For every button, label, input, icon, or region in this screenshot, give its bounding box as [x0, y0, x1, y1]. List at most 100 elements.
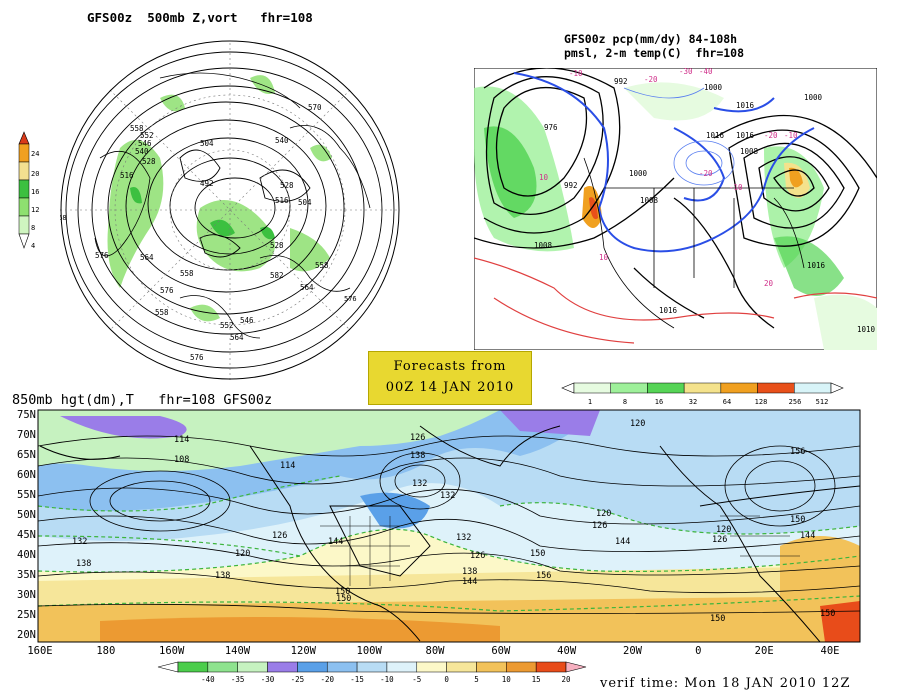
polar-label: 564 — [140, 253, 154, 262]
colorbar-cell — [446, 661, 477, 673]
forecast-origin-box: Forecasts from 00Z 14 JAN 2010 — [368, 351, 532, 405]
isobar-label: 1016 — [736, 131, 755, 140]
temp-scale-label: -20 — [320, 675, 334, 684]
colorbar-cell — [416, 661, 447, 673]
vort-scale-label: 12 — [31, 206, 39, 214]
temp-scale-label: -15 — [350, 675, 364, 684]
wide-contour-label: 120 — [596, 509, 611, 519]
polar-label: 516 — [275, 196, 289, 205]
polar-label: 528 — [142, 157, 156, 166]
polar-label: 582 — [270, 271, 284, 280]
polar-label: 576 — [160, 286, 174, 295]
wide-contour-label: 120 — [716, 525, 731, 535]
polar-label: 504 — [298, 198, 312, 207]
temp-scale-label: 0 — [444, 675, 449, 684]
temp-scale-label: 10 — [502, 675, 512, 684]
colorbar-cell — [18, 143, 30, 163]
na-boundaries — [583, 157, 805, 329]
latitude-label: 45N — [17, 529, 36, 541]
vorticity-colorbar: 24 20 16 12 8 4 — [18, 131, 39, 250]
colorbar-cell — [610, 382, 648, 394]
wide-contour-label: 132 — [456, 533, 471, 543]
longitude-label: 40E — [821, 645, 840, 656]
wide-coastlines — [39, 425, 860, 642]
isotherm-label: -20 — [764, 131, 778, 140]
colorbar-cell — [647, 382, 685, 394]
isobar-label: 1016 — [659, 306, 678, 315]
polar-edge-label: 576 — [344, 295, 357, 303]
colorbar-arrow-top — [18, 131, 30, 145]
latitude-label: 35N — [17, 569, 36, 581]
wide-contour-label: 126 — [712, 535, 727, 545]
polar-label: 504 — [200, 139, 214, 148]
polar-edge-label: 568 — [60, 214, 67, 222]
colorbar-cell — [18, 179, 30, 199]
wide-contour-labels: 114 108 114 126 138 132 120 126 138 132 … — [72, 419, 835, 624]
wide-contour-label: 138 — [76, 559, 91, 569]
na-map: 1000 1000 992 992 976 1008 1016 1016 101… — [474, 68, 877, 350]
vort-scale-label: 8 — [31, 224, 35, 232]
polar-panel-title: GFS00z 500mb Z,vort fhr=108 — [87, 10, 313, 25]
polar-label: 558 — [315, 261, 329, 270]
wide-contour-label: 114 — [174, 435, 189, 445]
isobar-label: 992 — [564, 181, 578, 190]
polar-label: 552 — [140, 131, 154, 140]
wide-contour-label: 150 — [820, 609, 835, 619]
polar-label: 570 — [308, 103, 322, 112]
latitude-label: 25N — [17, 609, 36, 621]
wide-contour-label: 126 — [592, 521, 607, 531]
longitude-label: 20E — [755, 645, 774, 656]
pcp-scale-label: 8 — [623, 398, 627, 406]
vort-scale-label: 4 — [31, 242, 35, 250]
isobar-label: 1008 — [534, 241, 553, 250]
wide-contour-label: 156 — [790, 447, 805, 457]
isobar-label: 1008 — [640, 196, 659, 205]
vort-scale-label: 24 — [31, 150, 39, 158]
temp-scale-label: -40 — [201, 675, 215, 684]
colorbar-arrow-bottom — [18, 233, 30, 249]
polar-label: 576 — [190, 353, 204, 362]
pcp-colorbar-cells — [573, 382, 832, 394]
pcp-scale-label: 32 — [689, 398, 697, 406]
temp-scale-label: -30 — [261, 675, 275, 684]
latitude-label: 20N — [17, 629, 36, 641]
wide-contour-label: 132 — [412, 479, 427, 489]
longitude-label: 140W — [225, 645, 251, 656]
longitude-label: 80W — [426, 645, 446, 656]
latitude-labels: 75N 70N 65N 60N 55N 50N 45N 40N 35N 30N 25N 20N — [17, 409, 36, 641]
wide-contour-label: 126 — [470, 551, 485, 561]
temp-scale-label: -25 — [291, 675, 305, 684]
polar-label: 564 — [230, 333, 244, 342]
latitude-label: 60N — [17, 469, 36, 481]
temp-scale-label: -10 — [380, 675, 394, 684]
pcp-scale-label: 256 — [789, 398, 802, 406]
colorbar-cell — [757, 382, 795, 394]
na-panel-title-line1: GFS00z pcp(mm/dy) 84-108h — [564, 32, 738, 46]
isobar-label: 992 — [614, 77, 628, 86]
colorbar-cell — [18, 215, 30, 235]
wide-contour-label: 120 — [630, 419, 645, 429]
polar-label: 540 — [275, 136, 289, 145]
colorbar-cell — [476, 661, 507, 673]
verification-time: verif time: Mon 18 JAN 2010 12Z — [600, 676, 851, 691]
wide-contour-label: 150 — [710, 614, 725, 624]
isotherm-label: -20 — [644, 75, 658, 84]
polar-label: 558 — [155, 308, 169, 317]
colorbar-cell — [18, 197, 30, 217]
vorticity-core — [130, 187, 275, 240]
temperature-colorbar-cells — [177, 661, 567, 673]
wide-contour-label: 150 — [530, 549, 545, 559]
pcp-scale-label: 1 — [588, 398, 592, 406]
colorbar-cell — [326, 661, 358, 673]
wide-contour-label: 150 — [790, 515, 805, 525]
latitude-label: 75N — [17, 409, 36, 421]
colorbar-cell — [720, 382, 758, 394]
wide-contour-label: 132 — [72, 537, 87, 547]
longitude-label: 20W — [623, 645, 643, 656]
temp-scale-label: -35 — [231, 675, 245, 684]
wide-contour-label: 144 — [615, 537, 630, 547]
polar-map: 570 558 552 546 540 528 516 504 492 540 … — [60, 40, 400, 380]
colorbar-cell — [535, 661, 567, 673]
vort-scale-label: 16 — [31, 188, 39, 196]
pcp-scale-label: 512 — [816, 398, 829, 406]
